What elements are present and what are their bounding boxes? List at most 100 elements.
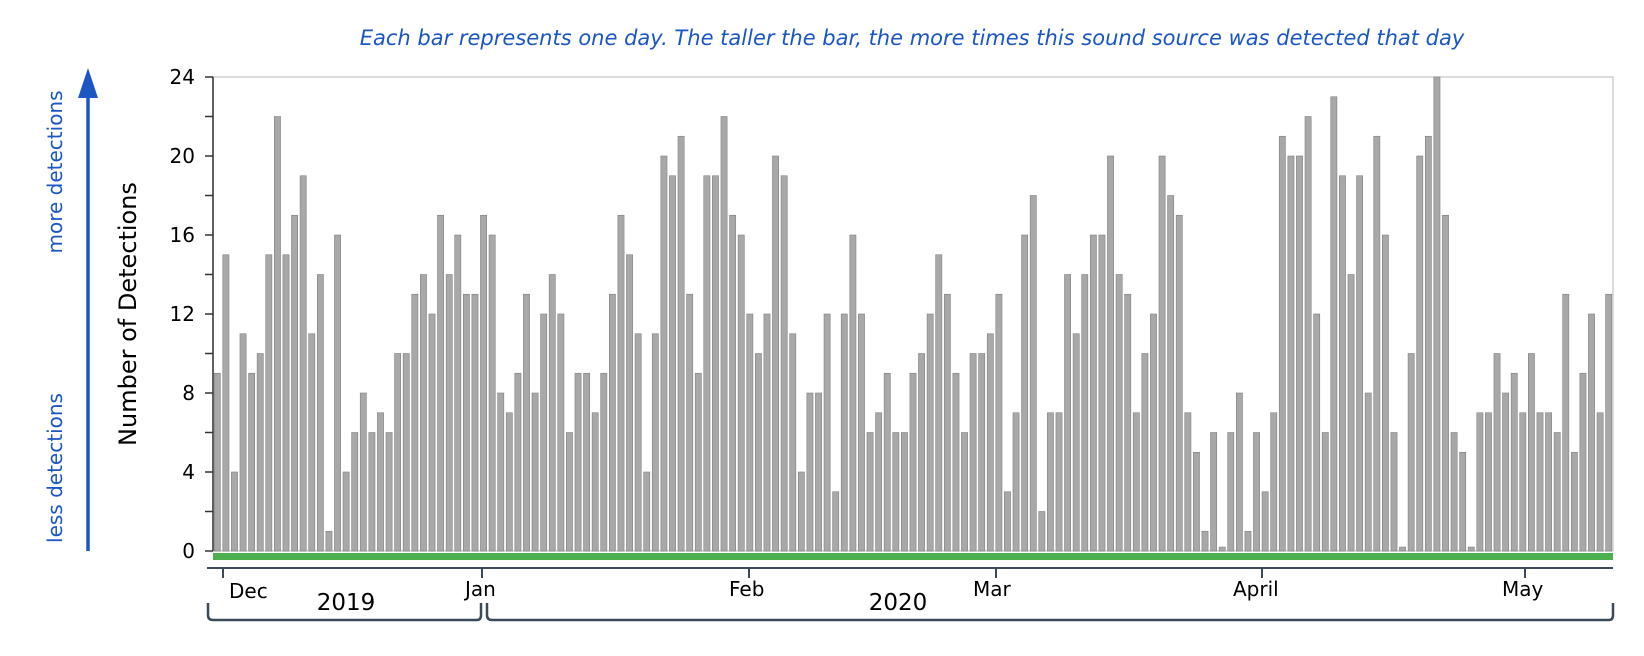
detection-bar bbox=[248, 372, 256, 552]
detection-bar bbox=[1115, 274, 1123, 552]
detection-bar bbox=[703, 175, 711, 552]
detection-bar bbox=[626, 254, 633, 552]
detection-bar bbox=[1476, 412, 1484, 552]
detection-bar bbox=[1313, 313, 1321, 552]
y-tick-label: 4 bbox=[182, 460, 195, 484]
detection-bar bbox=[1021, 234, 1029, 552]
detection-bar bbox=[1347, 274, 1355, 552]
detection-bar bbox=[1356, 175, 1364, 552]
detection-bar bbox=[849, 234, 857, 552]
detection-bar bbox=[737, 234, 745, 552]
detection-bar bbox=[1038, 511, 1046, 552]
detection-bar bbox=[651, 333, 659, 552]
detection-bar bbox=[875, 412, 883, 552]
detection-bar bbox=[566, 432, 573, 552]
detection-bar bbox=[359, 392, 367, 552]
month-label-may: May bbox=[1502, 577, 1544, 601]
x-axis: Dec Jan Feb Mar April May bbox=[207, 567, 1613, 603]
detection-bar bbox=[789, 333, 797, 552]
detection-bar bbox=[660, 155, 668, 552]
detection-bar bbox=[1330, 96, 1338, 552]
detection-bar bbox=[712, 175, 719, 552]
detection-bar bbox=[806, 392, 814, 552]
detection-bar bbox=[1089, 234, 1097, 552]
detection-bar bbox=[634, 333, 642, 552]
detection-bar bbox=[986, 333, 994, 552]
detection-bar bbox=[935, 254, 943, 552]
detection-bar bbox=[901, 432, 908, 552]
detection-bar bbox=[1424, 135, 1432, 552]
detection-bar bbox=[1227, 432, 1235, 552]
detection-bar bbox=[445, 274, 453, 552]
detection-bar bbox=[763, 313, 771, 552]
detection-bar bbox=[574, 372, 582, 552]
detection-bar bbox=[514, 372, 522, 552]
detection-bar bbox=[1124, 293, 1132, 552]
detection-bar bbox=[334, 234, 341, 552]
detection-bar bbox=[892, 432, 900, 552]
detection-bar bbox=[1605, 293, 1613, 552]
detection-bar bbox=[256, 353, 264, 552]
detection-bar bbox=[1553, 432, 1561, 552]
detection-bar bbox=[978, 353, 986, 552]
detection-bar bbox=[832, 491, 840, 552]
detection-bar bbox=[231, 471, 238, 552]
detection-bar bbox=[1132, 412, 1140, 552]
detection-bar bbox=[1519, 412, 1527, 552]
detection-bar bbox=[1064, 274, 1072, 552]
detection-bar bbox=[909, 372, 917, 552]
detection-bar bbox=[471, 293, 479, 552]
detection-bar bbox=[815, 392, 822, 552]
detection-bar bbox=[686, 293, 694, 552]
detection-bar bbox=[926, 313, 934, 552]
detection-bar bbox=[643, 471, 651, 552]
detection-bar bbox=[480, 214, 487, 552]
y-axis: 0 4 8 12 16 20 24 bbox=[170, 65, 214, 563]
detection-bar bbox=[729, 214, 737, 552]
detection-bar bbox=[1184, 412, 1192, 552]
year-brackets: 2019 2020 bbox=[206, 590, 1615, 622]
detection-bar bbox=[462, 293, 470, 552]
detection-bar bbox=[720, 116, 728, 552]
detection-bar bbox=[694, 372, 702, 552]
detection-bar bbox=[531, 392, 539, 552]
detection-bar bbox=[299, 175, 307, 552]
detection-bar bbox=[952, 372, 960, 552]
y-tick-label: 16 bbox=[170, 223, 195, 247]
detection-bar bbox=[1442, 214, 1449, 552]
detection-bar bbox=[866, 432, 874, 552]
detection-bar bbox=[1158, 155, 1166, 552]
detection-bar bbox=[1304, 116, 1312, 552]
detection-bar bbox=[1012, 412, 1020, 552]
detection-bar bbox=[402, 353, 410, 552]
detection-bar bbox=[1382, 234, 1389, 552]
detection-bar bbox=[1467, 546, 1475, 552]
detection-bar bbox=[1287, 155, 1295, 552]
year-label-2019: 2019 bbox=[317, 590, 376, 616]
detection-bar bbox=[1047, 412, 1054, 552]
detection-bar bbox=[746, 313, 754, 552]
detection-bar bbox=[1450, 432, 1458, 552]
detection-bar bbox=[600, 372, 608, 552]
detection-bar bbox=[1235, 392, 1243, 552]
detection-bar bbox=[239, 333, 247, 552]
detection-bar bbox=[969, 353, 977, 552]
detection-bar bbox=[1253, 432, 1260, 552]
detection-bar bbox=[608, 293, 616, 552]
y-tick-label: 12 bbox=[170, 302, 195, 326]
detection-bar bbox=[488, 234, 496, 552]
y-tick-label: 0 bbox=[182, 539, 195, 563]
detection-bar bbox=[505, 412, 513, 552]
bars bbox=[213, 76, 1613, 552]
detection-bar bbox=[540, 313, 548, 552]
detection-bar bbox=[1364, 392, 1372, 552]
year-bracket-2019 bbox=[206, 603, 483, 622]
detection-bar bbox=[1210, 432, 1218, 552]
detection-bar bbox=[265, 254, 273, 552]
detection-bar bbox=[1004, 491, 1011, 552]
detection-bar bbox=[1141, 353, 1149, 552]
month-label-jan: Jan bbox=[463, 577, 496, 601]
chart-caption: Each bar represents one day. The taller … bbox=[360, 26, 1465, 50]
detection-bar bbox=[385, 432, 393, 552]
baseline-bar bbox=[213, 553, 1613, 560]
